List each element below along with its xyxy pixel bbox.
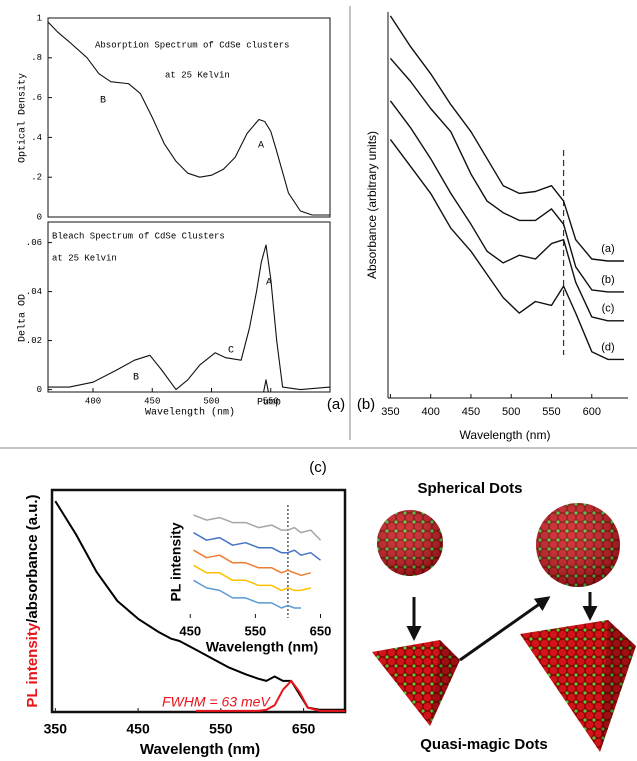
chart-subtitle: at 25 Kelvin: [52, 253, 117, 263]
y-tick-label: .06: [26, 238, 42, 248]
x-tick-label: 450: [144, 396, 160, 406]
y-tick-label: 1: [37, 13, 42, 23]
series-line: [389, 57, 624, 293]
x-tick-label: 450: [126, 721, 150, 737]
y-axis-label: PL intensity/absorbance (a.u.): [24, 494, 41, 707]
x-tick-label: 550: [263, 396, 279, 406]
y-axis-label: Absorbance (arbitrary units): [365, 131, 379, 279]
y-axis-label: Delta OD: [17, 294, 29, 342]
series-line: [193, 549, 311, 577]
annotation: B: [133, 373, 139, 384]
panel-label: (c): [309, 459, 327, 476]
x-tick-label: 500: [203, 396, 219, 406]
panel-label: (b): [357, 396, 375, 413]
x-tick-label: 350: [381, 406, 399, 418]
series-line: [389, 15, 624, 262]
arrow: [459, 596, 551, 662]
x-tick-label: 350: [44, 721, 68, 737]
y-axis-label-part: PL intensity: [24, 622, 41, 707]
series-label: (d): [601, 341, 614, 353]
annotation: A: [258, 141, 264, 152]
y-tick-label: .6: [31, 93, 42, 103]
series-line: [193, 514, 322, 541]
chart-title: Bleach Spectrum of CdSe Clusters: [52, 231, 225, 241]
series-line: [47, 21, 330, 216]
diagram-label: Spherical Dots: [417, 480, 522, 497]
plot-frame: [50, 488, 347, 714]
x-tick-label: 450: [462, 406, 480, 418]
y-tick-label: .02: [26, 336, 42, 346]
series-line: [389, 100, 624, 322]
diagram: Spherical Dots Quasi-magic Dots: [372, 480, 636, 753]
chart: 0 .02 .04 .06 400 450 500 550 Bleach Spectrum of…: [17, 221, 331, 419]
x-tick-label: 550: [542, 406, 560, 418]
plot-frame: [47, 221, 331, 393]
x-tick-label: 400: [85, 396, 101, 406]
annotation: C: [228, 346, 234, 357]
series-line: [193, 531, 321, 561]
chart-title: Absorption Spectrum of CdSe clusters: [95, 40, 289, 50]
x-axis-label: Wavelength (nm): [206, 639, 318, 655]
annotation: B: [100, 96, 106, 107]
y-axis-label-part: /absorbance (a.u.): [24, 494, 41, 622]
annotation: A: [266, 278, 272, 289]
pyramid-shade: [430, 640, 460, 726]
y-tick-label: .4: [31, 133, 42, 143]
x-axis-label: Wavelength (nm): [460, 428, 551, 442]
series-line: [193, 564, 311, 592]
x-tick-label: 600: [583, 406, 601, 418]
chart-subtitle: at 25 Kelvin: [165, 70, 230, 80]
series-line: [263, 379, 269, 393]
sphere-shade: [377, 510, 443, 576]
chart: 350 400 450 500 550 600 Wavelength (nm) Absorba…: [365, 12, 628, 442]
y-tick-label: .8: [31, 53, 42, 63]
sphere-shade: [536, 503, 620, 587]
y-tick-label: .04: [26, 287, 42, 297]
annotation: Pump: [257, 398, 281, 409]
series-line: [193, 579, 301, 609]
x-tick-label: 650: [310, 623, 332, 638]
series-line: [389, 138, 624, 361]
y-tick-label: .2: [31, 173, 42, 183]
y-tick-label: 0: [37, 385, 42, 395]
x-axis-label: Wavelength (nm): [140, 741, 260, 758]
x-tick-label: 650: [292, 721, 316, 737]
series-label: (b): [601, 274, 614, 286]
series-label: (c): [602, 303, 615, 315]
panel-label: (a): [327, 396, 345, 413]
chart: 0 .2 .4 .6 .8 1 Absorption Spectrum of CdSe cl…: [17, 13, 331, 222]
series-label: (a): [601, 243, 614, 255]
pyramid-dot: [372, 640, 460, 726]
series-line: [196, 679, 345, 712]
series-line: [48, 244, 331, 391]
y-axis-label: PL intensity: [168, 522, 184, 601]
diagram-label: Quasi-magic Dots: [420, 736, 548, 753]
x-tick-label: 500: [502, 406, 520, 418]
x-tick-label: 400: [422, 406, 440, 418]
annotation: FWHM = 63 meV: [162, 694, 271, 710]
x-tick-label: 550: [209, 721, 233, 737]
y-axis-label: Optical Density: [17, 73, 29, 163]
x-axis-label: Wavelength (nm): [145, 407, 235, 419]
x-tick-label: 550: [245, 623, 267, 638]
pyramid-dot: [520, 620, 636, 752]
y-tick-label: 0: [37, 212, 42, 222]
plot-frame: [47, 17, 331, 218]
x-tick-label: 450: [179, 623, 201, 638]
pyramid-shade: [600, 620, 636, 752]
